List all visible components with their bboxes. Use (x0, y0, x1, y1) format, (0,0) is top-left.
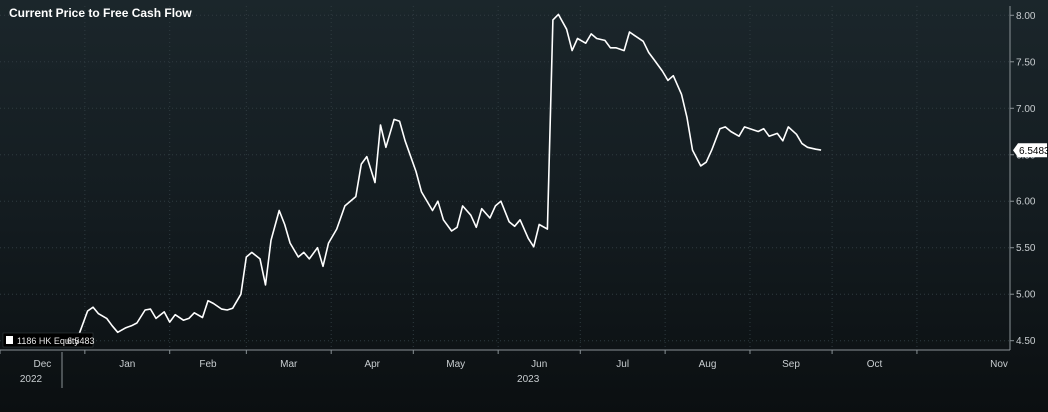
x-tick-label: Jul (616, 359, 629, 370)
legend-series-last: 6.5483 (67, 336, 95, 346)
chart-title: Current Price to Free Cash Flow (9, 6, 192, 20)
x-tick-label: Apr (364, 359, 380, 370)
year-label: 2022 (20, 374, 43, 385)
last-value-label: 6.5483 (1019, 146, 1048, 157)
legend: 1186 HK Equity 6.5483 (2, 332, 95, 348)
x-tick-label: Oct (867, 359, 883, 370)
legend-series-name: 1186 HK Equity (17, 336, 79, 346)
x-tick-label: Feb (199, 359, 217, 370)
x-tick-label: Nov (990, 359, 1008, 370)
y-tick-label: 5.00 (1016, 290, 1036, 301)
y-tick-label: 6.00 (1016, 197, 1036, 208)
year-label: 2023 (517, 374, 540, 385)
y-tick-label: 7.00 (1016, 104, 1036, 115)
year-labels: 2022 2023 (20, 374, 540, 385)
y-tick-label: 5.50 (1016, 243, 1036, 254)
x-tick-label: Mar (280, 359, 298, 370)
horizontal-gridlines (0, 14, 1010, 342)
legend-swatch (6, 336, 13, 344)
x-tick-label: Dec (34, 359, 52, 370)
vertical-gridlines (84, 6, 918, 350)
y-tick-label: 8.00 (1016, 11, 1036, 22)
y-tick-label: 4.50 (1016, 336, 1036, 347)
x-axis-ticks: Dec Jan Feb Mar Apr May Jun Jul Aug Sep Oct Nov (0, 350, 1008, 370)
x-tick-label: Jan (119, 359, 135, 370)
y-axis-ticks: 4.505.005.506.006.507.007.508.00 (1010, 11, 1036, 347)
last-value-badge: 6.5483 (1013, 143, 1048, 158)
series-line-1186-hk-equity (78, 13, 822, 334)
x-tick-label: Sep (782, 359, 800, 370)
x-tick-label: May (446, 359, 465, 370)
x-tick-label: Aug (699, 359, 717, 370)
x-tick-label: Jun (531, 359, 547, 370)
y-tick-label: 7.50 (1016, 57, 1036, 68)
